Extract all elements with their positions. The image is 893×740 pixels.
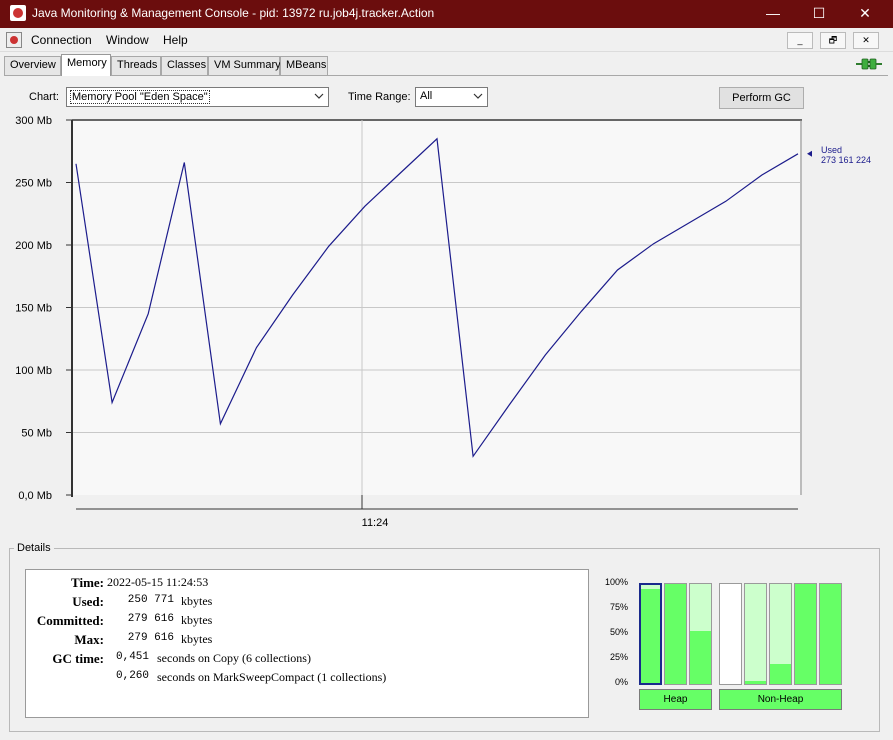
tab-threads[interactable]: Threads [111, 56, 161, 75]
window-title: Java Monitoring & Management Console - p… [32, 6, 435, 20]
time-range-label: Time Range: [348, 91, 411, 103]
y-tick-label: 300 Mb [15, 115, 52, 127]
y-tick-label: 50 Mb [21, 428, 52, 440]
max-label: Max: [74, 632, 104, 647]
time-value: 2022-05-15 11:24:53 [107, 575, 209, 589]
frame-close-button[interactable]: ✕ [853, 32, 879, 49]
bar-fill [820, 584, 841, 684]
frame-minimize-button[interactable]: _ [787, 32, 813, 49]
tab-overview[interactable]: Overview [4, 56, 61, 75]
java-app-icon [10, 5, 26, 21]
tab-vm-summary[interactable]: VM Summary [208, 56, 281, 75]
legend-used-value: 273 161 224 [821, 155, 871, 165]
bar-fill [665, 584, 686, 684]
y-tick-label: 100 Mb [15, 365, 52, 377]
tab-divider [4, 75, 888, 76]
chart-label: Chart: [29, 91, 59, 103]
menu-connection[interactable]: Connection [31, 33, 92, 47]
connection-plug-icon[interactable] [856, 57, 882, 71]
chevron-down-icon [314, 93, 324, 99]
chart-select[interactable]: Memory Pool "Eden Space" [66, 87, 329, 107]
frame-restore-button[interactable]: 🗗 [820, 32, 846, 49]
bar-fill [641, 588, 660, 683]
nonheap-bar-4[interactable] [794, 583, 817, 685]
y-tick-label: 200 Mb [15, 240, 52, 252]
tab-classes[interactable]: Classes [161, 56, 208, 75]
nonheap-bar-2[interactable] [744, 583, 767, 685]
time-label: Time: [71, 575, 104, 590]
used-value: 250 771 [127, 594, 174, 606]
pct-label-75: 75% [609, 602, 628, 612]
tab-mbeans[interactable]: MBeans [280, 56, 328, 75]
heap-caption[interactable]: Heap [639, 689, 712, 710]
internal-frame-icon[interactable] [6, 32, 22, 48]
committed-value: 279 616 [127, 613, 174, 625]
memory-chart: 300 Mb 250 Mb 200 Mb 150 Mb 100 Mb 50 Mb 0,0 M… [15, 115, 871, 529]
maximize-button[interactable]: ☐ [812, 5, 826, 21]
details-info: Time: 2022-05-15 11:24:53 Used: 250 771 … [25, 569, 589, 718]
title-bar: Java Monitoring & Management Console - p… [0, 0, 893, 28]
bar-fill [690, 631, 711, 684]
bar-fill [745, 681, 766, 684]
menu-window[interactable]: Window [106, 33, 149, 47]
gc-copy-text: seconds on Copy (6 collections) [157, 651, 311, 665]
pct-label-25: 25% [609, 652, 628, 662]
heap-bar-eden[interactable] [639, 583, 662, 685]
gc-marksweep-text: seconds on MarkSweepCompact (1 collectio… [157, 670, 387, 684]
gc-copy-value: 0,451 [116, 651, 150, 663]
time-range-select[interactable]: All [415, 87, 488, 107]
tab-memory[interactable]: Memory [61, 54, 111, 76]
menu-bar: Connection Window Help [0, 28, 893, 52]
x-tick-label: 11:24 [362, 517, 389, 529]
committed-label: Committed: [36, 613, 104, 628]
pct-label-100: 100% [604, 577, 628, 587]
gc-marksweep-value: 0,260 [116, 670, 150, 682]
legend-used-label: Used [821, 145, 842, 155]
nonheap-caption[interactable]: Non-Heap [719, 689, 842, 710]
used-series-line [75, 137, 799, 458]
max-value: 279 616 [127, 632, 174, 644]
chart-select-value: Memory Pool "Eden Space" [70, 90, 210, 104]
pct-label-0: 0% [614, 677, 628, 687]
minimize-button[interactable]: — [766, 5, 780, 21]
perform-gc-button[interactable]: Perform GC [719, 87, 804, 109]
close-button[interactable]: ✕ [859, 5, 871, 21]
max-unit: kbytes [181, 632, 213, 646]
used-label: Used: [72, 594, 104, 609]
y-tick-label: 0,0 Mb [18, 490, 52, 502]
details-panel [9, 548, 880, 732]
bar-fill [770, 664, 791, 684]
menu-help[interactable]: Help [163, 33, 188, 47]
nonheap-bar-3[interactable] [769, 583, 792, 685]
legend-marker [807, 150, 812, 157]
nonheap-bar-1[interactable] [719, 583, 742, 685]
y-tick-label: 150 Mb [15, 303, 52, 315]
time-range-value: All [420, 90, 433, 102]
chevron-down-icon [473, 93, 483, 99]
gc-time-label: GC time: [52, 651, 104, 666]
heap-bar-survivor[interactable] [664, 583, 687, 685]
y-tick-label: 250 Mb [15, 178, 52, 190]
pct-label-50: 50% [609, 627, 628, 637]
bar-fill [795, 584, 816, 684]
nonheap-bar-5[interactable] [819, 583, 842, 685]
heap-bar-tenured[interactable] [689, 583, 712, 685]
used-unit: kbytes [181, 594, 213, 608]
committed-unit: kbytes [181, 613, 213, 627]
details-title: Details [14, 542, 54, 554]
